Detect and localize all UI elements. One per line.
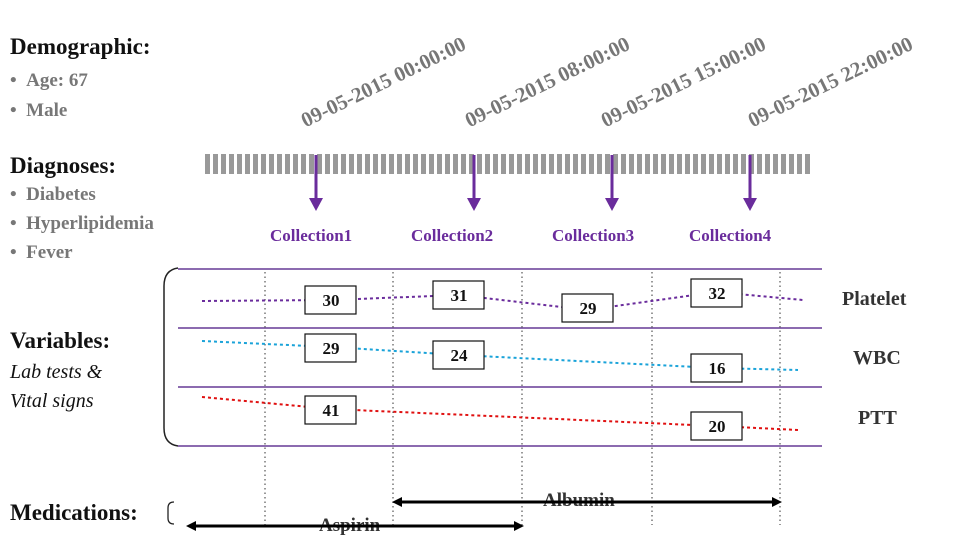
demographic-item-sex: • Male	[10, 100, 68, 121]
collection-arrowhead-3	[605, 198, 619, 211]
medications-brace	[167, 501, 175, 525]
svg-text:29: 29	[323, 339, 340, 358]
platelet-value-2: 31	[432, 280, 485, 310]
svg-text:24: 24	[451, 346, 469, 365]
collection-arrowhead-2	[467, 198, 481, 211]
aspirin-arrow-left	[186, 521, 196, 531]
collection-label-4: Collection4	[689, 226, 772, 245]
variables-subtitle-2: Vital signs	[10, 390, 94, 412]
demographic-heading: Demographic:	[10, 34, 151, 59]
variables-heading: Variables:	[10, 328, 111, 353]
collection-label-1: Collection1	[270, 226, 353, 245]
albumin-arrow-right	[772, 497, 782, 507]
medications-heading: Medications:	[10, 500, 138, 525]
svg-text:29: 29	[580, 299, 597, 318]
series-name-wbc: WBC	[853, 347, 901, 369]
svg-text:31: 31	[451, 286, 468, 305]
albumin-arrow-left	[392, 497, 402, 507]
diagnoses-heading: Diagnoses:	[10, 153, 117, 178]
svg-text:16: 16	[709, 359, 726, 378]
aspirin-arrow-right	[514, 521, 524, 531]
ptt-value-2: 20	[690, 411, 743, 441]
variables-subtitle-1: Lab tests &	[10, 361, 103, 383]
series-name-ptt: PTT	[858, 407, 897, 429]
diagnosis-item-2: • Hyperlipidemia	[10, 213, 154, 234]
medication-arrows	[186, 497, 782, 531]
collection-label-2: Collection2	[411, 226, 494, 245]
diagnosis-item-1: • Diabetes	[10, 184, 96, 205]
demographic-item-age: • Age: 67	[10, 70, 88, 91]
svg-text:32: 32	[709, 284, 726, 303]
svg-text:30: 30	[323, 291, 340, 310]
platelet-value-4: 32	[690, 278, 743, 308]
vertical-grid	[264, 272, 781, 525]
series-line-wbc	[201, 340, 799, 371]
svg-text:20: 20	[709, 417, 726, 436]
ptt-value-1: 41	[304, 395, 357, 425]
collection-arrowhead-4	[743, 198, 757, 211]
wbc-value-2: 24	[432, 340, 485, 370]
platelet-value-3: 29	[561, 293, 614, 323]
variables-brace	[163, 267, 179, 447]
collection-arrowhead-1	[309, 198, 323, 211]
wbc-value-1: 29	[304, 333, 357, 363]
svg-text:41: 41	[323, 401, 340, 420]
collection-label-3: Collection3	[552, 226, 635, 245]
diagnosis-item-3: • Fever	[10, 242, 73, 263]
row-lines	[178, 268, 822, 447]
collection-arrows	[309, 155, 757, 211]
platelet-value-1: 30	[304, 285, 357, 315]
value-boxes: 30 31 29 32 29 24 16 41 20	[304, 278, 743, 441]
series-name-platelet: Platelet	[842, 288, 907, 310]
wbc-value-3: 16	[690, 353, 743, 383]
